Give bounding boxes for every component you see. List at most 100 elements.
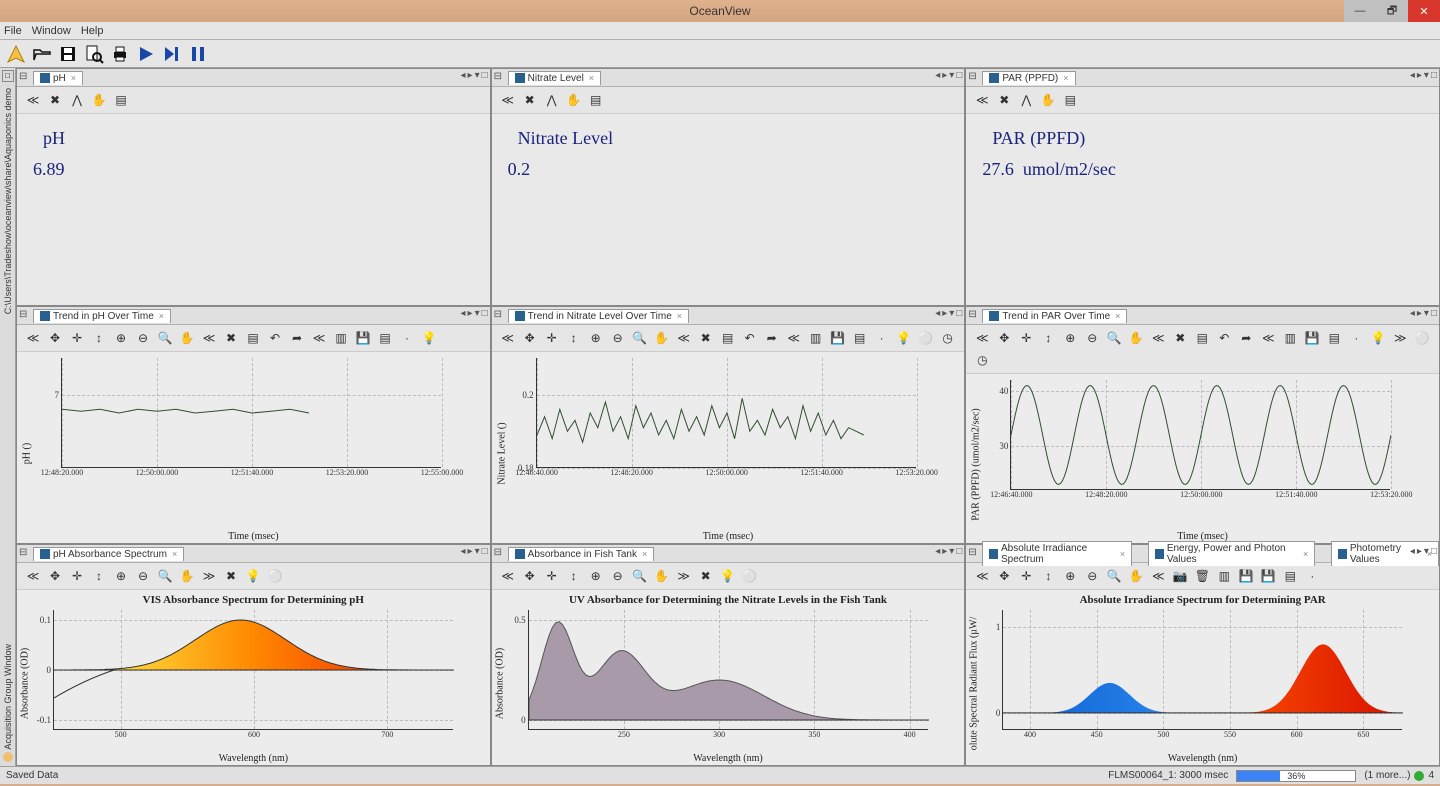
fit-v-icon[interactable]: ↕ bbox=[1038, 566, 1058, 586]
zoom-icon[interactable]: 🔍 bbox=[1104, 328, 1124, 348]
play-button[interactable] bbox=[134, 42, 158, 66]
fit-v-icon[interactable]: ↕ bbox=[1038, 328, 1058, 348]
tab-max-icon[interactable]: □ bbox=[956, 546, 962, 557]
back-all-icon[interactable]: ≪ bbox=[1258, 328, 1278, 348]
tab-spec-par-1[interactable]: Energy, Power and Photon Values× bbox=[1148, 541, 1315, 566]
panel1-icon[interactable]: ▥ bbox=[806, 328, 826, 348]
tab-spec-nitrate-0[interactable]: Absorbance in Fish Tank× bbox=[508, 547, 655, 561]
plot-area[interactable]: 304012:46:40.00012:48:20.00012:50:00.000… bbox=[1010, 380, 1390, 490]
tab-close-icon[interactable]: × bbox=[1120, 549, 1125, 559]
maximize-button[interactable]: 🗗 bbox=[1376, 0, 1408, 22]
move-icon[interactable]: ✥ bbox=[45, 328, 65, 348]
tab-max-icon[interactable]: □ bbox=[482, 308, 488, 319]
tab-trend-ph-0[interactable]: Trend in pH Over Time× bbox=[33, 309, 171, 323]
camera-icon[interactable]: 📷 bbox=[1170, 566, 1190, 586]
hand-icon[interactable]: ✋ bbox=[652, 328, 672, 348]
panel1-icon[interactable]: ▥ bbox=[1214, 566, 1234, 586]
step-end-button[interactable] bbox=[160, 42, 184, 66]
zoom-out-icon[interactable]: ⊖ bbox=[608, 328, 628, 348]
peak-icon[interactable]: ⋀ bbox=[542, 90, 562, 110]
back-all-icon[interactable]: ≪ bbox=[199, 328, 219, 348]
print-button[interactable] bbox=[108, 42, 132, 66]
tab-right-icon[interactable]: ▸ bbox=[1417, 308, 1422, 319]
bulb-on-icon[interactable]: 💡 bbox=[1368, 328, 1388, 348]
menu-help[interactable]: Help bbox=[81, 25, 104, 37]
zoom-in-icon[interactable]: ⊕ bbox=[1060, 328, 1080, 348]
bulb-off-icon[interactable]: ⚪ bbox=[1412, 328, 1432, 348]
back-all-icon[interactable]: ≪ bbox=[1148, 566, 1168, 586]
fwd-all-icon[interactable]: ≫ bbox=[674, 566, 694, 586]
zoom-in-icon[interactable]: ⊕ bbox=[1060, 566, 1080, 586]
rail-label-path[interactable]: C:\Users\Tradeshow\oceanview\share\Aquap… bbox=[1, 86, 15, 316]
zoom-out-icon[interactable]: ⊖ bbox=[133, 328, 153, 348]
zoom-icon[interactable]: 🔍 bbox=[155, 566, 175, 586]
crosshair-icon[interactable]: ✛ bbox=[542, 328, 562, 348]
print-icon[interactable]: · bbox=[872, 328, 892, 348]
hand-icon[interactable]: ✋ bbox=[1126, 328, 1146, 348]
tab-right-icon[interactable]: ▸ bbox=[468, 546, 473, 557]
tab-right-icon[interactable]: ▸ bbox=[942, 546, 947, 557]
tab-right-icon[interactable]: ▸ bbox=[1417, 546, 1422, 557]
back-all-icon[interactable]: ≪ bbox=[1148, 328, 1168, 348]
tab-pin-icon[interactable]: ⊟ bbox=[968, 309, 976, 320]
tab-pin-icon[interactable]: ⊟ bbox=[968, 547, 976, 558]
zoom-icon[interactable]: 🔍 bbox=[1104, 566, 1124, 586]
layers-icon[interactable]: ▤ bbox=[586, 90, 606, 110]
move-icon[interactable]: ✥ bbox=[45, 566, 65, 586]
minimize-button[interactable]: — bbox=[1344, 0, 1376, 22]
layers-icon[interactable]: ▤ bbox=[1192, 328, 1212, 348]
fwd-all-icon[interactable]: ≫ bbox=[1390, 328, 1410, 348]
tab-close-icon[interactable]: × bbox=[1303, 549, 1308, 559]
tab-left-icon[interactable]: ◂ bbox=[461, 546, 466, 557]
tool-wrench-icon[interactable]: ✖ bbox=[221, 566, 241, 586]
fit-v-icon[interactable]: ↕ bbox=[564, 328, 584, 348]
tab-pin-icon[interactable]: ⊟ bbox=[968, 71, 976, 82]
panel1-icon[interactable]: ▥ bbox=[1280, 328, 1300, 348]
rail-label-acq[interactable]: Acquisition Group Window bbox=[1, 642, 15, 752]
tab-max-icon[interactable]: □ bbox=[1431, 546, 1437, 557]
bulb-off-icon[interactable]: ⚪ bbox=[265, 566, 285, 586]
undo-icon[interactable]: ↶ bbox=[265, 328, 285, 348]
tab-menu-icon[interactable]: ▾ bbox=[475, 308, 480, 319]
tab-max-icon[interactable]: □ bbox=[482, 546, 488, 557]
tool-wrench-icon[interactable]: ✖ bbox=[696, 566, 716, 586]
peak-icon[interactable]: ⋀ bbox=[67, 90, 87, 110]
back-all-icon[interactable]: ≪ bbox=[309, 328, 329, 348]
export-icon[interactable]: ➦ bbox=[287, 328, 307, 348]
save2-icon[interactable]: 💾 bbox=[1258, 566, 1278, 586]
save-button[interactable] bbox=[56, 42, 80, 66]
save-icon[interactable]: 💾 bbox=[1236, 566, 1256, 586]
back-all-icon[interactable]: ≪ bbox=[674, 328, 694, 348]
bulb-on-icon[interactable]: 💡 bbox=[243, 566, 263, 586]
tool-wrench-icon[interactable]: ✖ bbox=[221, 328, 241, 348]
layers-icon[interactable]: ▤ bbox=[111, 90, 131, 110]
print-icon[interactable]: · bbox=[1302, 566, 1322, 586]
crosshair-icon[interactable]: ✛ bbox=[1016, 566, 1036, 586]
tab-close-icon[interactable]: × bbox=[642, 549, 647, 559]
tab-max-icon[interactable]: □ bbox=[482, 70, 488, 81]
tab-menu-icon[interactable]: ▾ bbox=[949, 70, 954, 81]
tab-spec-ph-0[interactable]: pH Absorbance Spectrum× bbox=[33, 547, 184, 561]
tab-menu-icon[interactable]: ▾ bbox=[1424, 308, 1429, 319]
back-all-icon[interactable]: ≪ bbox=[23, 566, 43, 586]
tab-pin-icon[interactable]: ⊟ bbox=[494, 547, 502, 558]
crosshair-icon[interactable]: ✛ bbox=[1016, 328, 1036, 348]
tab-close-icon[interactable]: × bbox=[1115, 311, 1120, 321]
tab-spec-par-0[interactable]: Absolute Irradiance Spectrum× bbox=[982, 541, 1132, 566]
crosshair-icon[interactable]: ✛ bbox=[542, 566, 562, 586]
layers-icon[interactable]: ▤ bbox=[718, 328, 738, 348]
tab-left-icon[interactable]: ◂ bbox=[935, 546, 940, 557]
tab-left-icon[interactable]: ◂ bbox=[1410, 546, 1415, 557]
folder-open-button[interactable] bbox=[30, 42, 54, 66]
back-all-icon[interactable]: ≪ bbox=[972, 90, 992, 110]
compass-button[interactable] bbox=[4, 42, 28, 66]
tab-pH-0[interactable]: pH× bbox=[33, 71, 83, 85]
tab-menu-icon[interactable]: ▾ bbox=[949, 308, 954, 319]
tab-close-icon[interactable]: × bbox=[71, 73, 76, 83]
pause-button[interactable] bbox=[186, 42, 210, 66]
panel2-icon[interactable]: ▤ bbox=[850, 328, 870, 348]
tab-right-icon[interactable]: ▸ bbox=[942, 70, 947, 81]
menu-file[interactable]: File bbox=[4, 25, 22, 37]
tab-right-icon[interactable]: ▸ bbox=[468, 308, 473, 319]
bulb-on-icon[interactable]: 💡 bbox=[718, 566, 738, 586]
